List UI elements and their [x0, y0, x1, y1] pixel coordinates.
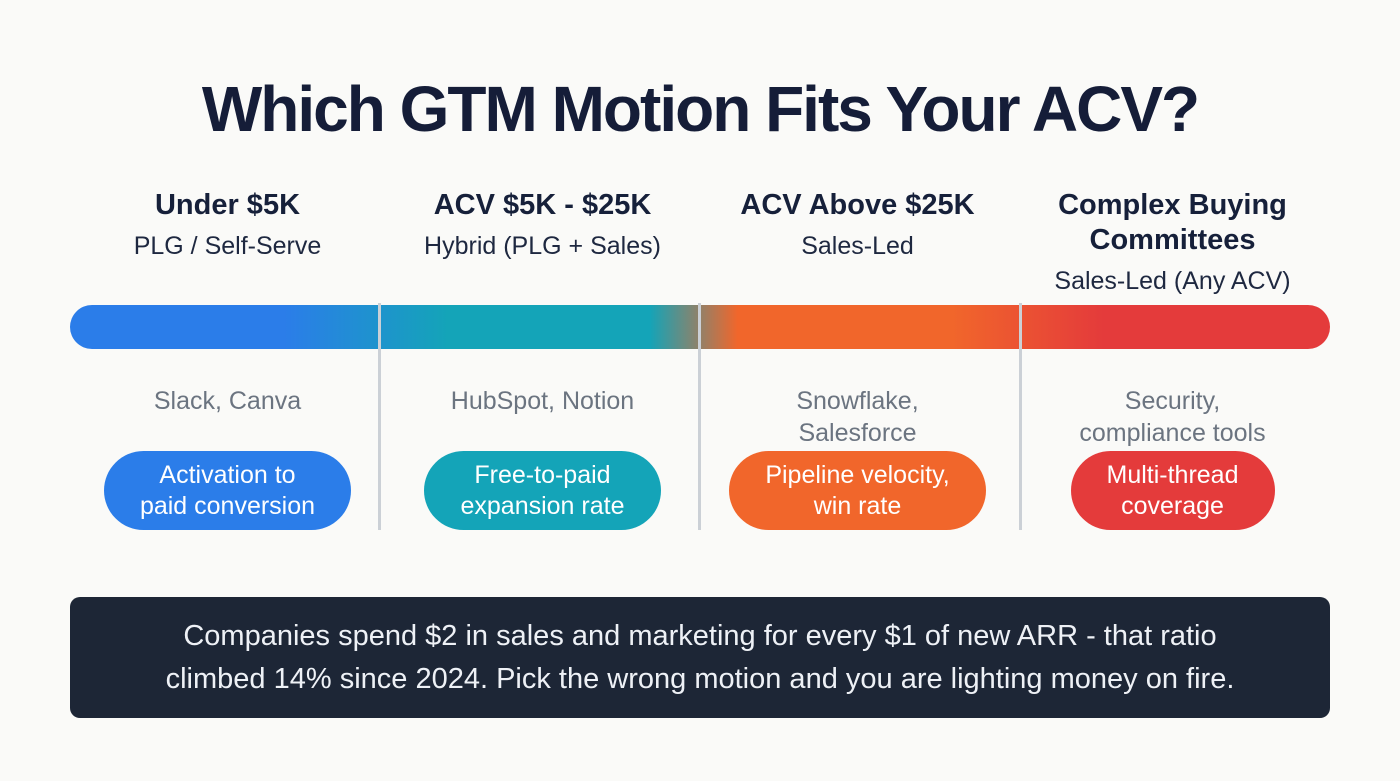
metric-pill: Activation to paid conversion — [103, 451, 352, 530]
company-examples: HubSpot, Notion — [450, 387, 635, 415]
acv-range-label: ACV Above $25K — [740, 189, 975, 221]
companies-row: Slack, Canva HubSpot, Notion Snowflake, … — [70, 385, 1330, 449]
metric-pill: Free-to-paid expansion rate — [424, 451, 661, 530]
metric-cell: Activation to paid conversion — [70, 451, 385, 530]
column-divider — [1019, 303, 1022, 530]
motion-label: Sales-Led (Any ACV) — [1054, 266, 1291, 295]
company-examples: Slack, Canva — [153, 387, 302, 415]
motion-label: PLG / Self-Serve — [133, 231, 322, 260]
metric-cell: Multi-thread coverage — [1015, 451, 1330, 530]
column-header-under-5k: Under $5K PLG / Self-Serve — [70, 188, 385, 296]
metric-cell: Pipeline velocity, win rate — [700, 451, 1015, 530]
company-examples: Security, compliance tools — [1079, 387, 1266, 447]
metrics-row: Activation to paid conversion Free-to-pa… — [70, 451, 1330, 530]
metric-cell: Free-to-paid expansion rate — [385, 451, 700, 530]
footer-banner: Companies spend $2 in sales and marketin… — [70, 597, 1330, 718]
company-examples: Snowflake, Salesforce — [796, 387, 919, 447]
page-title: Which GTM Motion Fits Your ACV? — [201, 73, 1200, 145]
acv-range-label: Under $5K — [154, 189, 301, 221]
column-headers: Under $5K PLG / Self-Serve ACV $5K - $25… — [70, 188, 1330, 296]
metric-pill: Pipeline velocity, win rate — [729, 451, 986, 530]
column-header-5k-25k: ACV $5K - $25K Hybrid (PLG + Sales) — [385, 188, 700, 296]
acv-range-label: Complex Buying Committees — [1058, 189, 1287, 256]
column-header-complex-buying: Complex Buying Committees Sales-Led (Any… — [1015, 188, 1330, 296]
banner-line: Companies spend $2 in sales and marketin… — [183, 620, 1217, 653]
motion-label: Hybrid (PLG + Sales) — [424, 231, 661, 260]
column-header-above-25k: ACV Above $25K Sales-Led — [700, 188, 1015, 296]
column-divider — [698, 303, 701, 530]
column-divider — [378, 303, 381, 530]
metric-pill: Multi-thread coverage — [1070, 451, 1275, 530]
banner-line: climbed 14% since 2024. Pick the wrong m… — [165, 662, 1235, 695]
motion-label: Sales-Led — [801, 231, 914, 260]
acv-range-label: ACV $5K - $25K — [433, 189, 652, 221]
